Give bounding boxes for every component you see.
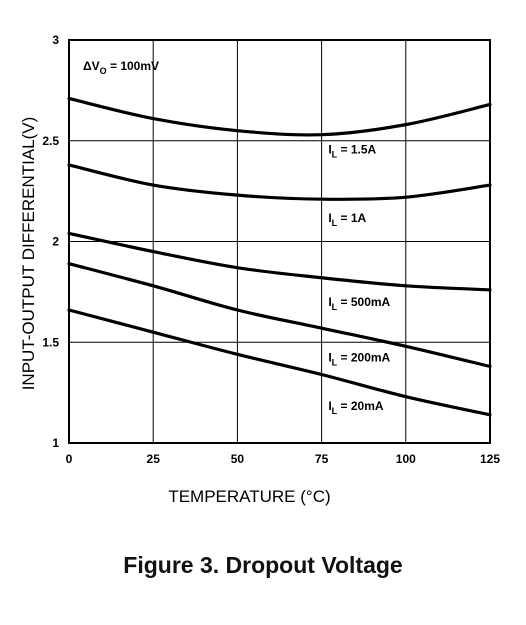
x-tick-label: 25 bbox=[147, 452, 161, 466]
y-tick-label: 3 bbox=[52, 33, 59, 47]
y-tick-label: 1 bbox=[52, 436, 59, 450]
series-line bbox=[67, 231, 492, 292]
figure-caption: Figure 3. Dropout Voltage bbox=[123, 552, 403, 578]
series-label: IL = 20mA bbox=[328, 399, 384, 416]
series-line bbox=[67, 96, 492, 137]
y-tick-label: 2 bbox=[52, 235, 59, 249]
x-tick-label: 100 bbox=[396, 452, 416, 466]
y-axis-title: INPUT-OUTPUT DIFFERENTIAL(V) bbox=[19, 117, 38, 391]
series-line bbox=[67, 262, 492, 369]
x-tick-label: 50 bbox=[231, 452, 245, 466]
tick-labels: 0 25 50 75 100 125 1 1.5 2 2.5 3 bbox=[42, 33, 500, 466]
series-line bbox=[67, 163, 492, 201]
series-labels: IL = 1.5A IL = 1A IL = 500mA IL = 200mA IL =… bbox=[328, 142, 390, 416]
delta-vo-annotation: ΔVO = 100mV bbox=[83, 59, 159, 76]
series-label: IL = 1.5A bbox=[328, 142, 376, 159]
grid bbox=[68, 39, 491, 444]
x-tick-label: 75 bbox=[315, 452, 329, 466]
series-label: IL = 1A bbox=[328, 211, 366, 228]
y-tick-label: 1.5 bbox=[42, 335, 59, 349]
x-tick-label: 125 bbox=[480, 452, 500, 466]
series-label: IL = 500mA bbox=[328, 295, 390, 312]
series-label: IL = 200mA bbox=[328, 351, 390, 368]
x-axis-title: TEMPERATURE (°C) bbox=[168, 487, 330, 506]
x-tick-label: 0 bbox=[66, 452, 73, 466]
plot-frame bbox=[68, 39, 491, 444]
y-tick-label: 2.5 bbox=[42, 134, 59, 148]
series-line bbox=[67, 308, 492, 417]
series-lines bbox=[67, 96, 492, 417]
